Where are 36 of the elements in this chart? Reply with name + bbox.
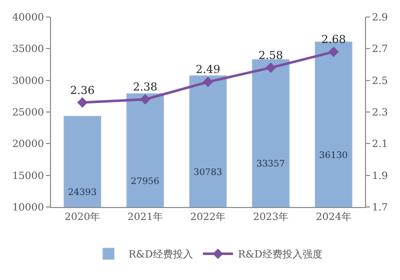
y-tick-label: 25000 — [12, 108, 44, 118]
point — [140, 94, 150, 105]
point — [266, 62, 276, 73]
y-tick-label: 40000 — [12, 12, 44, 24]
y-tick-label: 15000 — [12, 170, 44, 182]
y2-tick-label: 1.7 — [372, 202, 388, 214]
y-tick-label: 35000 — [12, 44, 44, 56]
y2-tick-label: 2.1 — [372, 139, 388, 150]
data-label: 36130 — [319, 150, 348, 161]
legend-label: R&D经费投入 — [128, 248, 193, 261]
y2-tick-label: 1.9 — [372, 170, 388, 182]
data-label: 24393 — [68, 188, 97, 198]
y2-tick-label: 2.3 — [372, 108, 388, 118]
point — [77, 97, 88, 108]
data-label: 30783 — [194, 168, 222, 178]
legend-label: R&D经费投入强度 — [238, 248, 322, 261]
y-tick-label: 20000 — [12, 139, 44, 150]
y2-tick-label: 2.7 — [372, 44, 388, 56]
y-tick-label: 30000 — [12, 76, 44, 87]
point — [328, 46, 339, 58]
data-label: 2.68 — [321, 33, 346, 46]
point — [202, 76, 214, 88]
x-tick-label: 2024年 — [316, 211, 352, 223]
data-label: 27956 — [130, 176, 160, 187]
x-tick-label: 2022年 — [190, 211, 226, 223]
y-tick-label: 10000 — [12, 202, 44, 214]
data-label: 2.49 — [196, 63, 220, 76]
x-tick-label: 2020年 — [64, 211, 100, 223]
data-label: 2.38 — [132, 80, 158, 94]
y2-tick-label: 2.5 — [372, 76, 388, 87]
x-tick-label: 2023年 — [253, 211, 289, 223]
x-tick-label: 2021年 — [127, 211, 163, 223]
data-label: 2.36 — [70, 84, 95, 97]
data-label: 33357 — [256, 160, 286, 170]
data-label: 2.58 — [258, 48, 284, 62]
y2-tick-label: 2.9 — [372, 12, 388, 24]
